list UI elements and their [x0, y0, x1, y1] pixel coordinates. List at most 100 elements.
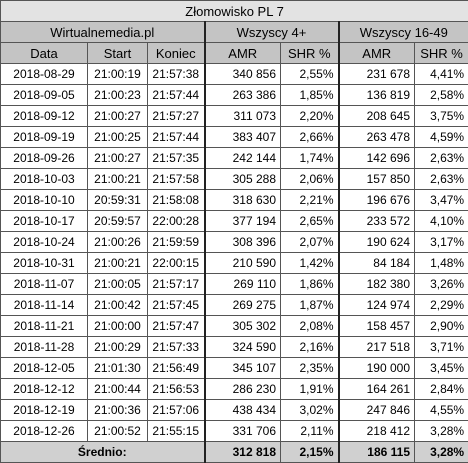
table-cell: 2018-12-05	[1, 358, 88, 379]
table-cell: 2018-10-03	[1, 169, 88, 190]
table-cell: 263 386	[205, 85, 281, 106]
table-cell: 2018-11-07	[1, 274, 88, 295]
footer-value: 312 818	[205, 442, 281, 463]
table-cell: 2018-08-29	[1, 64, 88, 85]
table-cell: 136 819	[339, 85, 415, 106]
table-cell: 21:00:25	[88, 127, 148, 148]
table-cell: 2018-11-21	[1, 316, 88, 337]
column-header: SHR %	[281, 43, 339, 64]
table-cell: 2018-10-10	[1, 190, 88, 211]
table-cell: 21:00:42	[88, 295, 148, 316]
table-cell: 1,85%	[281, 85, 339, 106]
table-cell: 4,59%	[415, 127, 468, 148]
footer-value: 3,28%	[415, 442, 468, 463]
table-cell: 2018-09-26	[1, 148, 88, 169]
table-cell: 21:00:36	[88, 400, 148, 421]
table-cell: 3,47%	[415, 190, 468, 211]
table-cell: 3,71%	[415, 337, 468, 358]
table-cell: 84 184	[339, 253, 415, 274]
table-cell: 305 288	[205, 169, 281, 190]
table-cell: 21:00:29	[88, 337, 148, 358]
table-cell: 2018-10-17	[1, 211, 88, 232]
table-cell: 2018-12-12	[1, 379, 88, 400]
table-cell: 196 676	[339, 190, 415, 211]
table-cell: 1,86%	[281, 274, 339, 295]
table-cell: 21:57:58	[148, 169, 205, 190]
footer-value: 2,15%	[281, 442, 339, 463]
table-cell: 3,17%	[415, 232, 468, 253]
table-cell: 2,35%	[281, 358, 339, 379]
table-cell: 345 107	[205, 358, 281, 379]
table-cell: 2,06%	[281, 169, 339, 190]
column-header: Koniec	[148, 43, 205, 64]
column-header: AMR	[205, 43, 281, 64]
table-cell: 318 630	[205, 190, 281, 211]
table-cell: 21:56:49	[148, 358, 205, 379]
table-cell: 3,26%	[415, 274, 468, 295]
table-cell: 340 856	[205, 64, 281, 85]
table-cell: 21:57:27	[148, 106, 205, 127]
column-header: Data	[1, 43, 88, 64]
table-cell: 3,45%	[415, 358, 468, 379]
table-cell: 124 974	[339, 295, 415, 316]
table-cell: 21:57:44	[148, 85, 205, 106]
table-cell: 263 478	[339, 127, 415, 148]
table-cell: 21:58:08	[148, 190, 205, 211]
table-cell: 21:57:44	[148, 127, 205, 148]
table-cell: 210 590	[205, 253, 281, 274]
table-cell: 21:57:35	[148, 148, 205, 169]
table-cell: 20:59:57	[88, 211, 148, 232]
table-cell: 305 302	[205, 316, 281, 337]
table-cell: 21:57:47	[148, 316, 205, 337]
table-cell: 331 706	[205, 421, 281, 442]
table-cell: 21:00:52	[88, 421, 148, 442]
table-cell: 21:00:19	[88, 64, 148, 85]
table-cell: 21:00:26	[88, 232, 148, 253]
table-cell: 3,75%	[415, 106, 468, 127]
table-cell: 21:56:53	[148, 379, 205, 400]
table-cell: 2,65%	[281, 211, 339, 232]
table-cell: 190 624	[339, 232, 415, 253]
table-cell: 2018-12-26	[1, 421, 88, 442]
table-cell: 1,74%	[281, 148, 339, 169]
title-row: Złomowisko PL 7	[1, 1, 468, 22]
table-cell: 21:57:17	[148, 274, 205, 295]
table-cell: 208 645	[339, 106, 415, 127]
table-cell: 190 000	[339, 358, 415, 379]
table-cell: 1,87%	[281, 295, 339, 316]
table-cell: 2018-11-28	[1, 337, 88, 358]
table-cell: 269 275	[205, 295, 281, 316]
table-cell: 383 407	[205, 127, 281, 148]
table-cell: 2,16%	[281, 337, 339, 358]
table-cell: 2,21%	[281, 190, 339, 211]
table-cell: 1,42%	[281, 253, 339, 274]
table-cell: 2018-10-24	[1, 232, 88, 253]
table-cell: 21:00:05	[88, 274, 148, 295]
table-cell: 2,11%	[281, 421, 339, 442]
table-cell: 21:57:45	[148, 295, 205, 316]
table-cell: 2,08%	[281, 316, 339, 337]
table-cell: 2,55%	[281, 64, 339, 85]
table-cell: 1,48%	[415, 253, 468, 274]
column-header: SHR %	[415, 43, 468, 64]
table-cell: 2,20%	[281, 106, 339, 127]
table-cell: 2018-09-19	[1, 127, 88, 148]
table-cell: 21:55:15	[148, 421, 205, 442]
table-cell: 142 696	[339, 148, 415, 169]
table-cell: 164 261	[339, 379, 415, 400]
table-cell: 2,84%	[415, 379, 468, 400]
table-cell: 22:00:15	[148, 253, 205, 274]
